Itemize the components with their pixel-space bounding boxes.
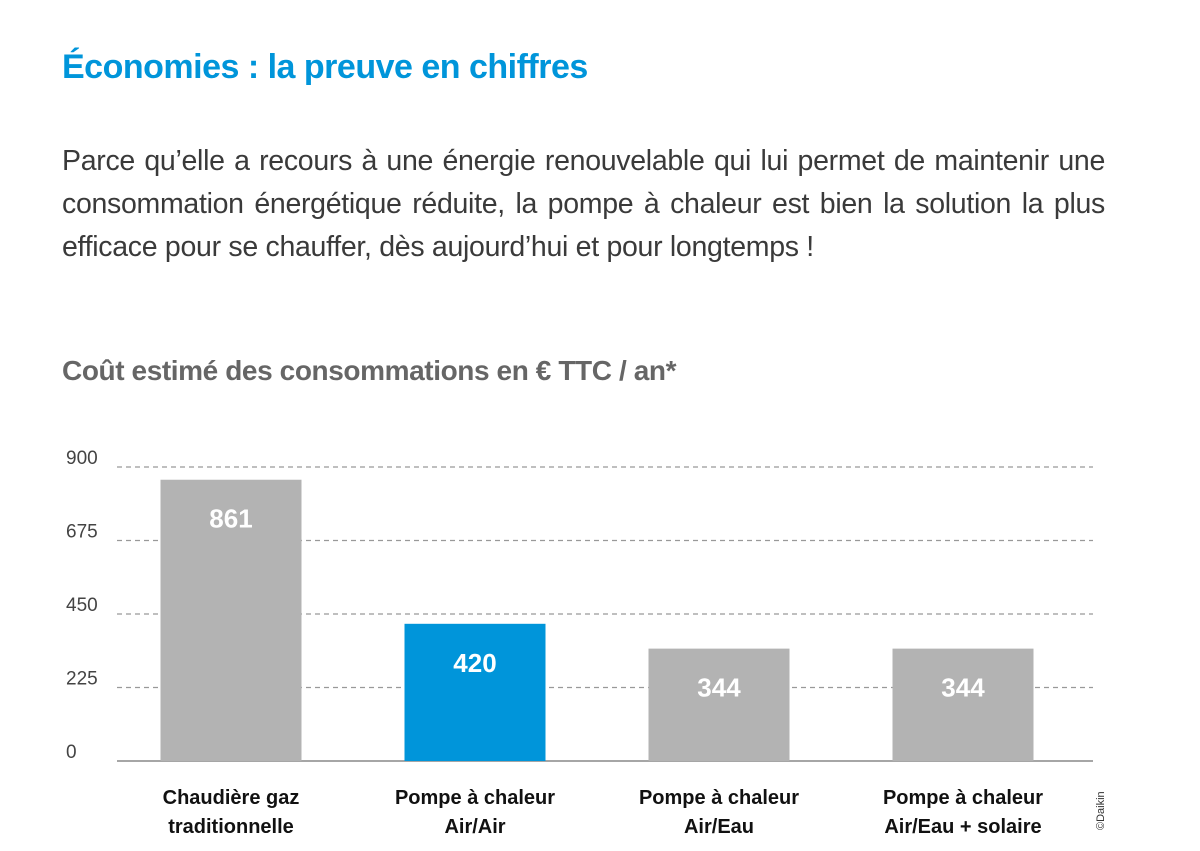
- chart-title: Coût estimé des consommations en € TTC /…: [62, 355, 677, 386]
- y-tick-label: 450: [66, 595, 98, 616]
- x-tick-label: Air/Eau + solaire: [884, 816, 1041, 838]
- credit: ©Daikin: [1095, 791, 1107, 830]
- bar-value-label: 344: [941, 673, 985, 703]
- page-title: Économies : la preuve en chiffres: [62, 48, 588, 86]
- x-tick-label: Pompe à chaleur: [395, 787, 555, 809]
- bar-value-label: 344: [697, 673, 741, 703]
- bar: [648, 648, 790, 761]
- y-tick-label: 900: [66, 448, 98, 469]
- y-tick-label: 0: [66, 742, 77, 763]
- x-tick-label: Pompe à chaleur: [639, 787, 799, 809]
- bar: [160, 479, 302, 761]
- y-tick-label: 225: [66, 669, 98, 690]
- x-tick-label: Pompe à chaleur: [883, 787, 1043, 809]
- x-tick-label: Air/Eau: [684, 816, 754, 838]
- bar-value-label: 861: [209, 504, 252, 534]
- x-tick-label: Chaudière gaz: [163, 787, 300, 809]
- y-tick-label: 675: [66, 522, 98, 543]
- bar: [892, 648, 1034, 761]
- x-tick-label: Air/Air: [444, 816, 505, 838]
- x-tick-label: traditionnelle: [168, 816, 294, 838]
- bar-value-label: 420: [453, 648, 496, 678]
- bar: [404, 623, 546, 761]
- intro-paragraph: Parce qu’elle a recours à une énergie re…: [62, 145, 1105, 263]
